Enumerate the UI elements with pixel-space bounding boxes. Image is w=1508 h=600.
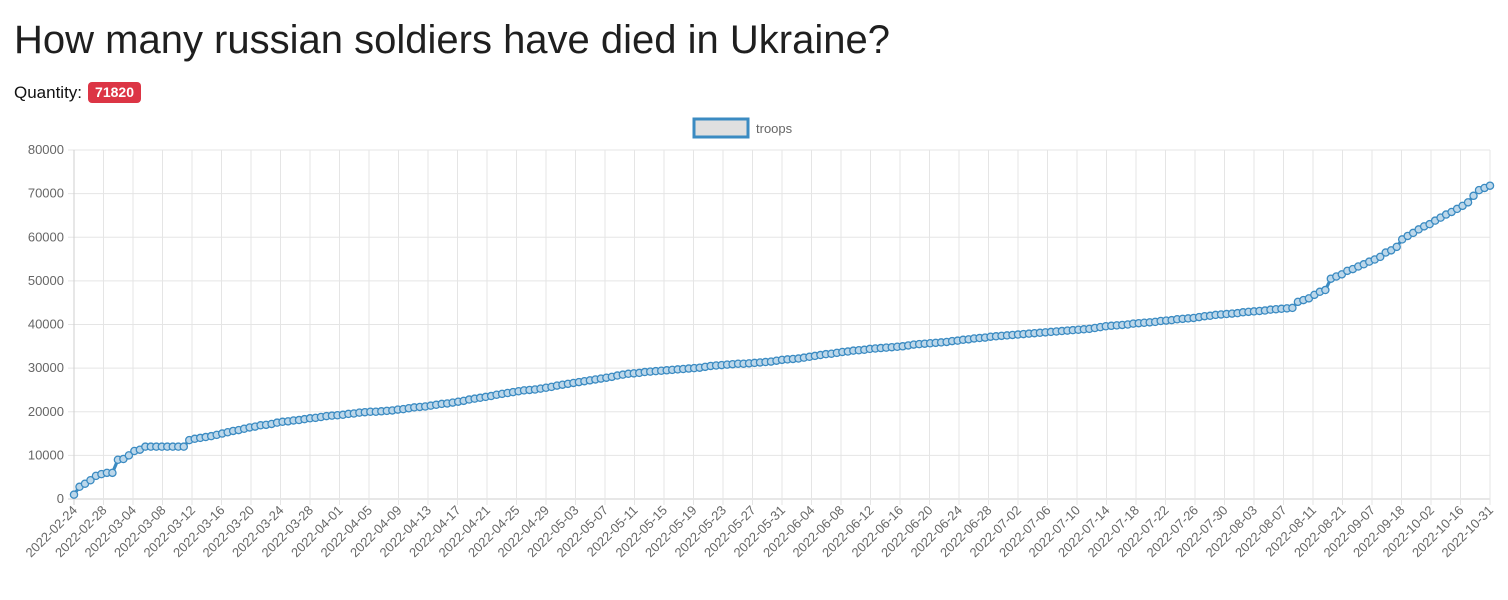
troops-data-point[interactable] (1375, 252, 1385, 262)
chart-legend[interactable]: troops (692, 117, 793, 139)
quantity-label: Quantity: (14, 82, 83, 102)
y-tick-label: 40000 (28, 317, 64, 332)
troops-data-point[interactable] (1288, 303, 1297, 313)
legend-swatch (692, 117, 750, 139)
y-tick-label: 20000 (28, 404, 64, 419)
troops-data-point[interactable] (179, 442, 189, 451)
troops-data-point[interactable] (108, 468, 117, 478)
troops-data-point[interactable] (1392, 242, 1401, 252)
y-tick-label: 70000 (28, 186, 64, 201)
quantity-row: Quantity: 71820 (14, 82, 141, 104)
y-axis: 0 10000 20000 30000 40000 50000 60000 70000 8000… (28, 142, 64, 506)
troops-data-point[interactable] (69, 490, 79, 499)
troops-data-point[interactable] (1321, 285, 1330, 295)
y-tick-label: 0 (57, 491, 64, 506)
troops-line-chart: troops 0 10000 20000 30000 40000 50000 60000 70… (22, 117, 1496, 561)
troops-data-point[interactable] (1463, 198, 1473, 207)
quantity-badge: 71820 (88, 82, 141, 104)
y-tick-label: 30000 (28, 360, 64, 375)
plot-area (69, 181, 1495, 499)
troops-data-point[interactable] (124, 451, 134, 460)
legend-label: troops (756, 121, 793, 136)
troops-data-point[interactable] (86, 475, 95, 485)
x-axis: 2022-02-242022-02-282022-03-042022-03-08… (22, 503, 1496, 561)
troops-data-point[interactable] (1485, 181, 1495, 190)
page-title: How many russian soldiers have died in U… (14, 18, 890, 62)
troops-data-point[interactable] (1469, 191, 1478, 201)
y-tick-label: 60000 (28, 229, 64, 244)
chart-grid (68, 149, 1491, 505)
y-tick-label: 50000 (28, 273, 64, 288)
y-tick-label: 80000 (28, 142, 64, 157)
y-tick-label: 10000 (28, 447, 64, 462)
